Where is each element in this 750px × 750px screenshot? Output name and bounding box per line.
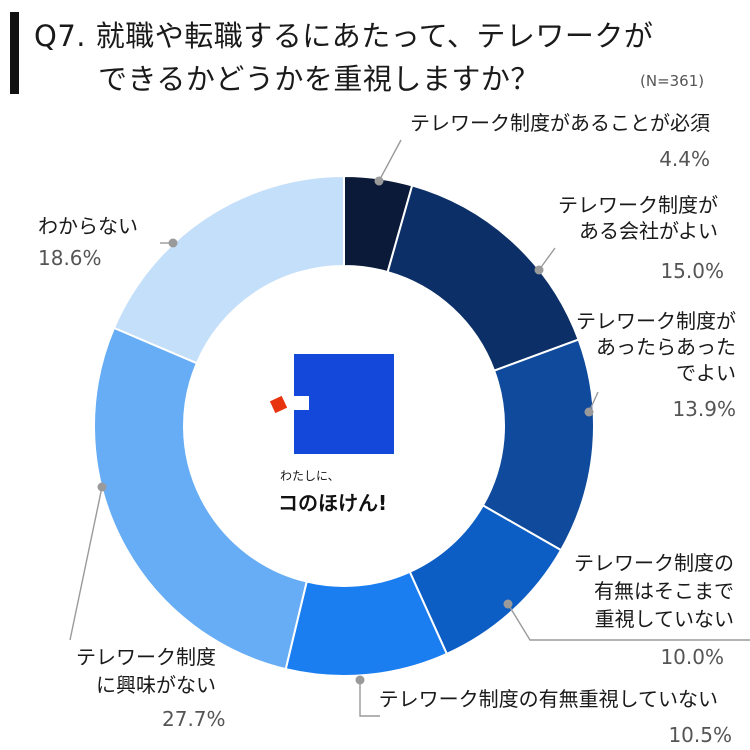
logo-notch bbox=[293, 396, 309, 410]
slice-6-label-line-1: テレワーク制度 bbox=[76, 645, 216, 669]
title-accent-bar bbox=[10, 12, 19, 94]
logo-wordmark: コのほけん! bbox=[278, 491, 387, 515]
leader-line-1 bbox=[378, 139, 402, 182]
slice-4-value-label: 10.0% bbox=[660, 645, 724, 669]
slice-7-value-label: 18.6% bbox=[38, 246, 102, 270]
leader-line-5 bbox=[359, 680, 380, 717]
leader-lines bbox=[69, 139, 750, 717]
slice-1-value-label: 4.4% bbox=[659, 147, 710, 171]
slice-3-label-line-3: でよい bbox=[676, 361, 736, 385]
slice-2-label-line-1: テレワーク制度が bbox=[558, 193, 718, 217]
slice-5-value-label: 10.5% bbox=[668, 723, 732, 747]
slice-2-label-line-2: ある会社がよい bbox=[579, 219, 718, 243]
slice-2-value-label: 15.0% bbox=[660, 259, 724, 283]
leader-dot-4 bbox=[503, 599, 513, 609]
question-title-line1: Q7. 就職や転職するにあたって、テレワークが bbox=[34, 19, 654, 53]
leader-dot-1 bbox=[374, 176, 384, 186]
leader-line-4 bbox=[507, 603, 750, 641]
leader-dot-3 bbox=[584, 407, 594, 417]
slice-6 bbox=[93, 326, 308, 671]
slice-7-label-line-1: わからない bbox=[38, 214, 138, 238]
center-logo: わたしに、 コのほけん! bbox=[184, 266, 504, 586]
leader-dot-7 bbox=[168, 238, 178, 248]
slice-3-label-line-2: あったらあった bbox=[596, 335, 736, 359]
sample-size: (N=361) bbox=[640, 72, 705, 90]
slice-3-value-label: 13.9% bbox=[672, 397, 736, 421]
logo-square bbox=[294, 354, 394, 454]
slice-1-label-line-1: テレワーク制度があることが必須 bbox=[410, 111, 710, 135]
question-title-line2: できるかどうかを重視しますか？ bbox=[98, 62, 540, 96]
slice-6-label-line-2: に興味がない bbox=[96, 673, 216, 697]
logo-tagline: わたしに、 bbox=[280, 469, 340, 483]
slice-3-label-line-1: テレワーク制度が bbox=[576, 309, 736, 333]
slice-4-label-line-1: テレワーク制度の bbox=[574, 551, 734, 575]
leader-line-2 bbox=[538, 247, 556, 271]
leader-line-6 bbox=[69, 486, 103, 641]
leader-dot-6 bbox=[97, 482, 107, 492]
slice-6-value-label: 27.7% bbox=[162, 707, 226, 731]
leader-dot-5 bbox=[355, 675, 365, 685]
slice-4-label-line-2: 有無はそこまで bbox=[594, 579, 734, 603]
slice-4-label-line-3: 重視していない bbox=[595, 607, 734, 631]
donut-slices bbox=[93, 174, 595, 677]
leader-dot-2 bbox=[534, 265, 544, 275]
slice-5-label-line-1: テレワーク制度の有無重視していない bbox=[379, 687, 718, 711]
logo-accent-square bbox=[269, 395, 288, 414]
